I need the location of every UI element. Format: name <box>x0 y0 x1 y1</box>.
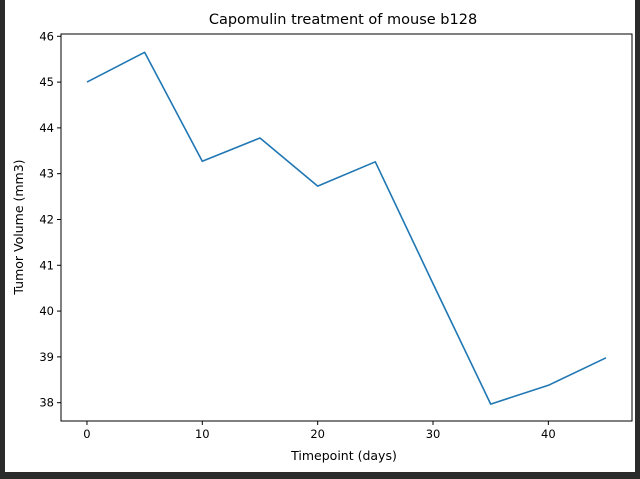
series-line <box>86 51 607 405</box>
y-tick-label: 46 <box>39 29 54 43</box>
x-tick-label: 30 <box>426 427 441 441</box>
chart-title: Capomulin treatment of mouse b128 <box>209 12 477 28</box>
y-tick-label: 38 <box>39 396 54 410</box>
x-axis: 0 10 20 30 40 <box>83 421 556 441</box>
y-tick-label: 41 <box>39 258 54 272</box>
line-chart: Capomulin treatment of mouse b128 0 10 20 3… <box>11 12 633 463</box>
x-tick-label: 0 <box>83 427 90 441</box>
x-tick-label: 40 <box>541 427 556 441</box>
plot-area <box>60 33 633 422</box>
y-tick-label: 39 <box>39 350 54 364</box>
chart-figure: Capomulin treatment of mouse b128 0 10 20 3… <box>5 0 635 472</box>
y-tick-label: 45 <box>39 75 54 89</box>
series-layer <box>86 51 607 405</box>
y-tick-label: 44 <box>39 121 54 135</box>
y-tick-label: 40 <box>39 304 54 318</box>
x-tick-label: 20 <box>310 427 325 441</box>
y-tick-label: 42 <box>39 212 54 226</box>
x-tick-label: 10 <box>195 427 210 441</box>
x-axis-label: Timepoint (days) <box>290 448 397 463</box>
y-tick-label: 43 <box>39 167 54 181</box>
y-axis: 38 39 40 41 42 43 44 45 46 <box>39 29 61 410</box>
y-axis-label: Tumor Volume (mm3) <box>11 159 26 295</box>
